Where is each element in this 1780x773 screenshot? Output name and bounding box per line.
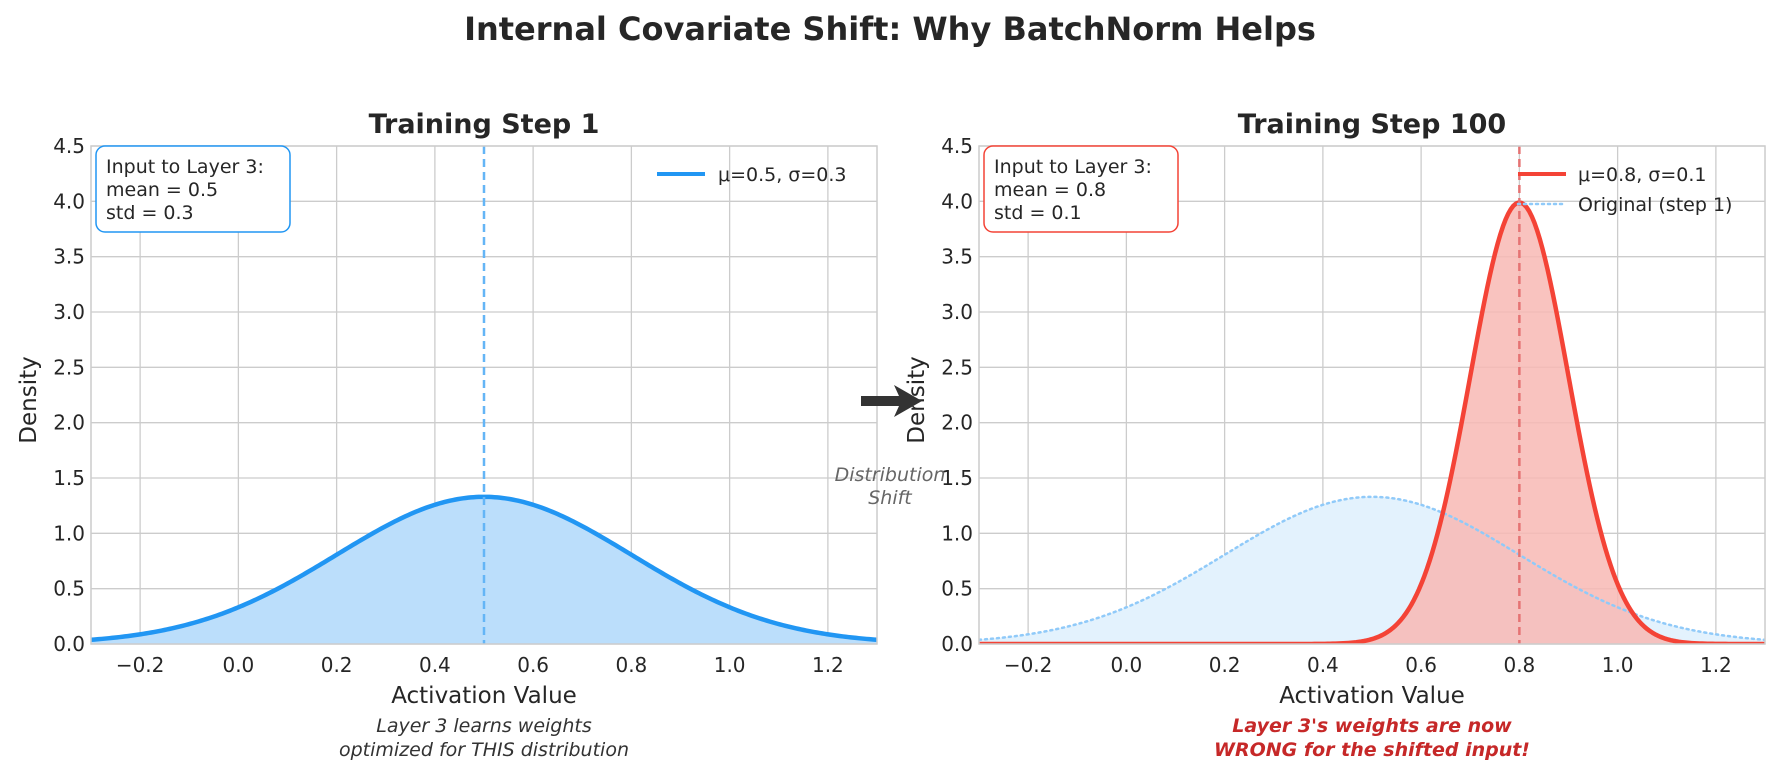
series-area-step-100 bbox=[979, 202, 1765, 644]
y-tick-label: 1.5 bbox=[941, 466, 973, 490]
panel-1-frame bbox=[90, 145, 878, 645]
x-tick-label: 0.6 bbox=[517, 653, 549, 677]
x-tick-label: 0.0 bbox=[1110, 653, 1142, 677]
y-tick-label: 0.5 bbox=[53, 577, 85, 601]
panel-1-y-axis-label: Density bbox=[16, 356, 42, 443]
y-tick-label: 4.5 bbox=[941, 134, 973, 158]
x-tick-label: −0.2 bbox=[116, 653, 165, 677]
panel-2-legend-label-1: μ=0.8, σ=0.1 bbox=[1578, 164, 1706, 186]
y-tick-label: 3.0 bbox=[53, 300, 85, 324]
panel-1-caption-line-1: Layer 3 learns weights bbox=[376, 715, 592, 737]
x-tick-label: 0.4 bbox=[1307, 653, 1339, 677]
y-tick-label: 2.5 bbox=[941, 355, 973, 379]
panel-2-frame bbox=[978, 145, 1766, 645]
x-tick-label: 1.2 bbox=[812, 653, 844, 677]
series-area-step-1 bbox=[91, 496, 877, 644]
panel-1-x-axis-label: Activation Value bbox=[391, 683, 577, 709]
series-line-step-100 bbox=[979, 200, 1765, 644]
y-tick-label: 2.0 bbox=[53, 411, 85, 435]
panel-1-caption-line-2: optimized for THIS distribution bbox=[339, 739, 629, 761]
panel-1-series bbox=[91, 146, 877, 644]
panel-1-annotation-line-2: mean = 0.5 bbox=[106, 179, 218, 201]
panel-2-legend-label-2: Original (step 1) bbox=[1578, 194, 1732, 216]
panel-training-step-1: Training Step 1 −0.2 0.0 0.2 0.4 0.6 0.8 1.0 1.… bbox=[16, 109, 878, 761]
panel-2-y-tick-labels: 0.0 0.5 1.0 1.5 2.0 2.5 3.0 3.5 4.0 4.5 bbox=[941, 134, 973, 656]
x-tick-label: 0.0 bbox=[222, 653, 254, 677]
series-line-step-1 bbox=[91, 494, 877, 643]
y-tick-label: 1.0 bbox=[941, 521, 973, 545]
y-tick-label: 0.5 bbox=[941, 577, 973, 601]
x-tick-label: 1.0 bbox=[714, 653, 746, 677]
y-tick-label: 4.0 bbox=[941, 189, 973, 213]
shift-arrow-label-line-1: Distribution bbox=[835, 464, 946, 486]
x-tick-label: 0.6 bbox=[1405, 653, 1437, 677]
y-tick-label: 1.0 bbox=[53, 521, 85, 545]
panel-2-series bbox=[979, 146, 1765, 644]
y-tick-label: 2.0 bbox=[941, 411, 973, 435]
x-tick-label: 0.8 bbox=[1503, 653, 1535, 677]
distribution-shift-arrow: Distribution Shift bbox=[835, 385, 946, 509]
panel-2-annotation-line-1: Input to Layer 3: bbox=[994, 156, 1152, 178]
panel-1-annotation-box: Input to Layer 3: mean = 0.5 std = 0.3 bbox=[95, 145, 291, 233]
panel-2-title: Training Step 100 bbox=[1238, 109, 1506, 140]
shift-arrow-label-line-2: Shift bbox=[868, 487, 913, 509]
y-tick-label: 3.5 bbox=[941, 245, 973, 269]
panel-1-title: Training Step 1 bbox=[369, 109, 600, 140]
figure-suptitle: Internal Covariate Shift: Why BatchNorm … bbox=[464, 10, 1316, 48]
y-tick-label: 0.0 bbox=[941, 632, 973, 656]
y-tick-label: 0.0 bbox=[53, 632, 85, 656]
y-tick-label: 3.5 bbox=[53, 245, 85, 269]
x-tick-label: 0.4 bbox=[419, 653, 451, 677]
panel-1-x-tick-labels: −0.2 0.0 0.2 0.4 0.6 0.8 1.0 1.2 bbox=[116, 653, 844, 677]
panel-2-annotation-line-3: std = 0.1 bbox=[994, 202, 1082, 224]
y-tick-label: 1.5 bbox=[53, 466, 85, 490]
x-tick-label: 0.2 bbox=[1209, 653, 1241, 677]
x-tick-label: 1.0 bbox=[1602, 653, 1634, 677]
panel-2-annotation-line-2: mean = 0.8 bbox=[994, 179, 1106, 201]
panel-1-annotation-line-3: std = 0.3 bbox=[106, 202, 194, 224]
panel-1-y-tick-labels: 0.0 0.5 1.0 1.5 2.0 2.5 3.0 3.5 4.0 4.5 bbox=[53, 134, 85, 656]
panel-2-x-axis-label: Activation Value bbox=[1279, 683, 1465, 709]
panel-2-caption-line-2: WRONG for the shifted input! bbox=[1214, 739, 1530, 761]
x-tick-label: −0.2 bbox=[1004, 653, 1053, 677]
shift-arrow-icon bbox=[861, 385, 922, 417]
y-tick-label: 4.5 bbox=[53, 134, 85, 158]
panel-1-legend-label-1: μ=0.5, σ=0.3 bbox=[718, 164, 846, 186]
y-tick-label: 4.0 bbox=[53, 189, 85, 213]
panel-2-legend: μ=0.8, σ=0.1 Original (step 1) bbox=[1516, 164, 1732, 216]
y-tick-label: 3.0 bbox=[941, 300, 973, 324]
x-tick-label: 1.2 bbox=[1700, 653, 1732, 677]
panel-2-caption-line-1: Layer 3's weights are now bbox=[1232, 715, 1512, 737]
y-tick-label: 2.5 bbox=[53, 355, 85, 379]
panel-1-annotation-line-1: Input to Layer 3: bbox=[106, 156, 264, 178]
panel-1-legend: μ=0.5, σ=0.3 bbox=[657, 164, 846, 186]
x-tick-label: 0.2 bbox=[321, 653, 353, 677]
panel-2-x-tick-labels: −0.2 0.0 0.2 0.4 0.6 0.8 1.0 1.2 bbox=[1004, 653, 1732, 677]
panel-2-annotation-box: Input to Layer 3: mean = 0.8 std = 0.1 bbox=[983, 145, 1179, 233]
panel-training-step-100: Training Step 100 −0.2 0.0 0.2 0.4 0.6 0.8 1.0… bbox=[904, 109, 1766, 761]
x-tick-label: 0.8 bbox=[615, 653, 647, 677]
